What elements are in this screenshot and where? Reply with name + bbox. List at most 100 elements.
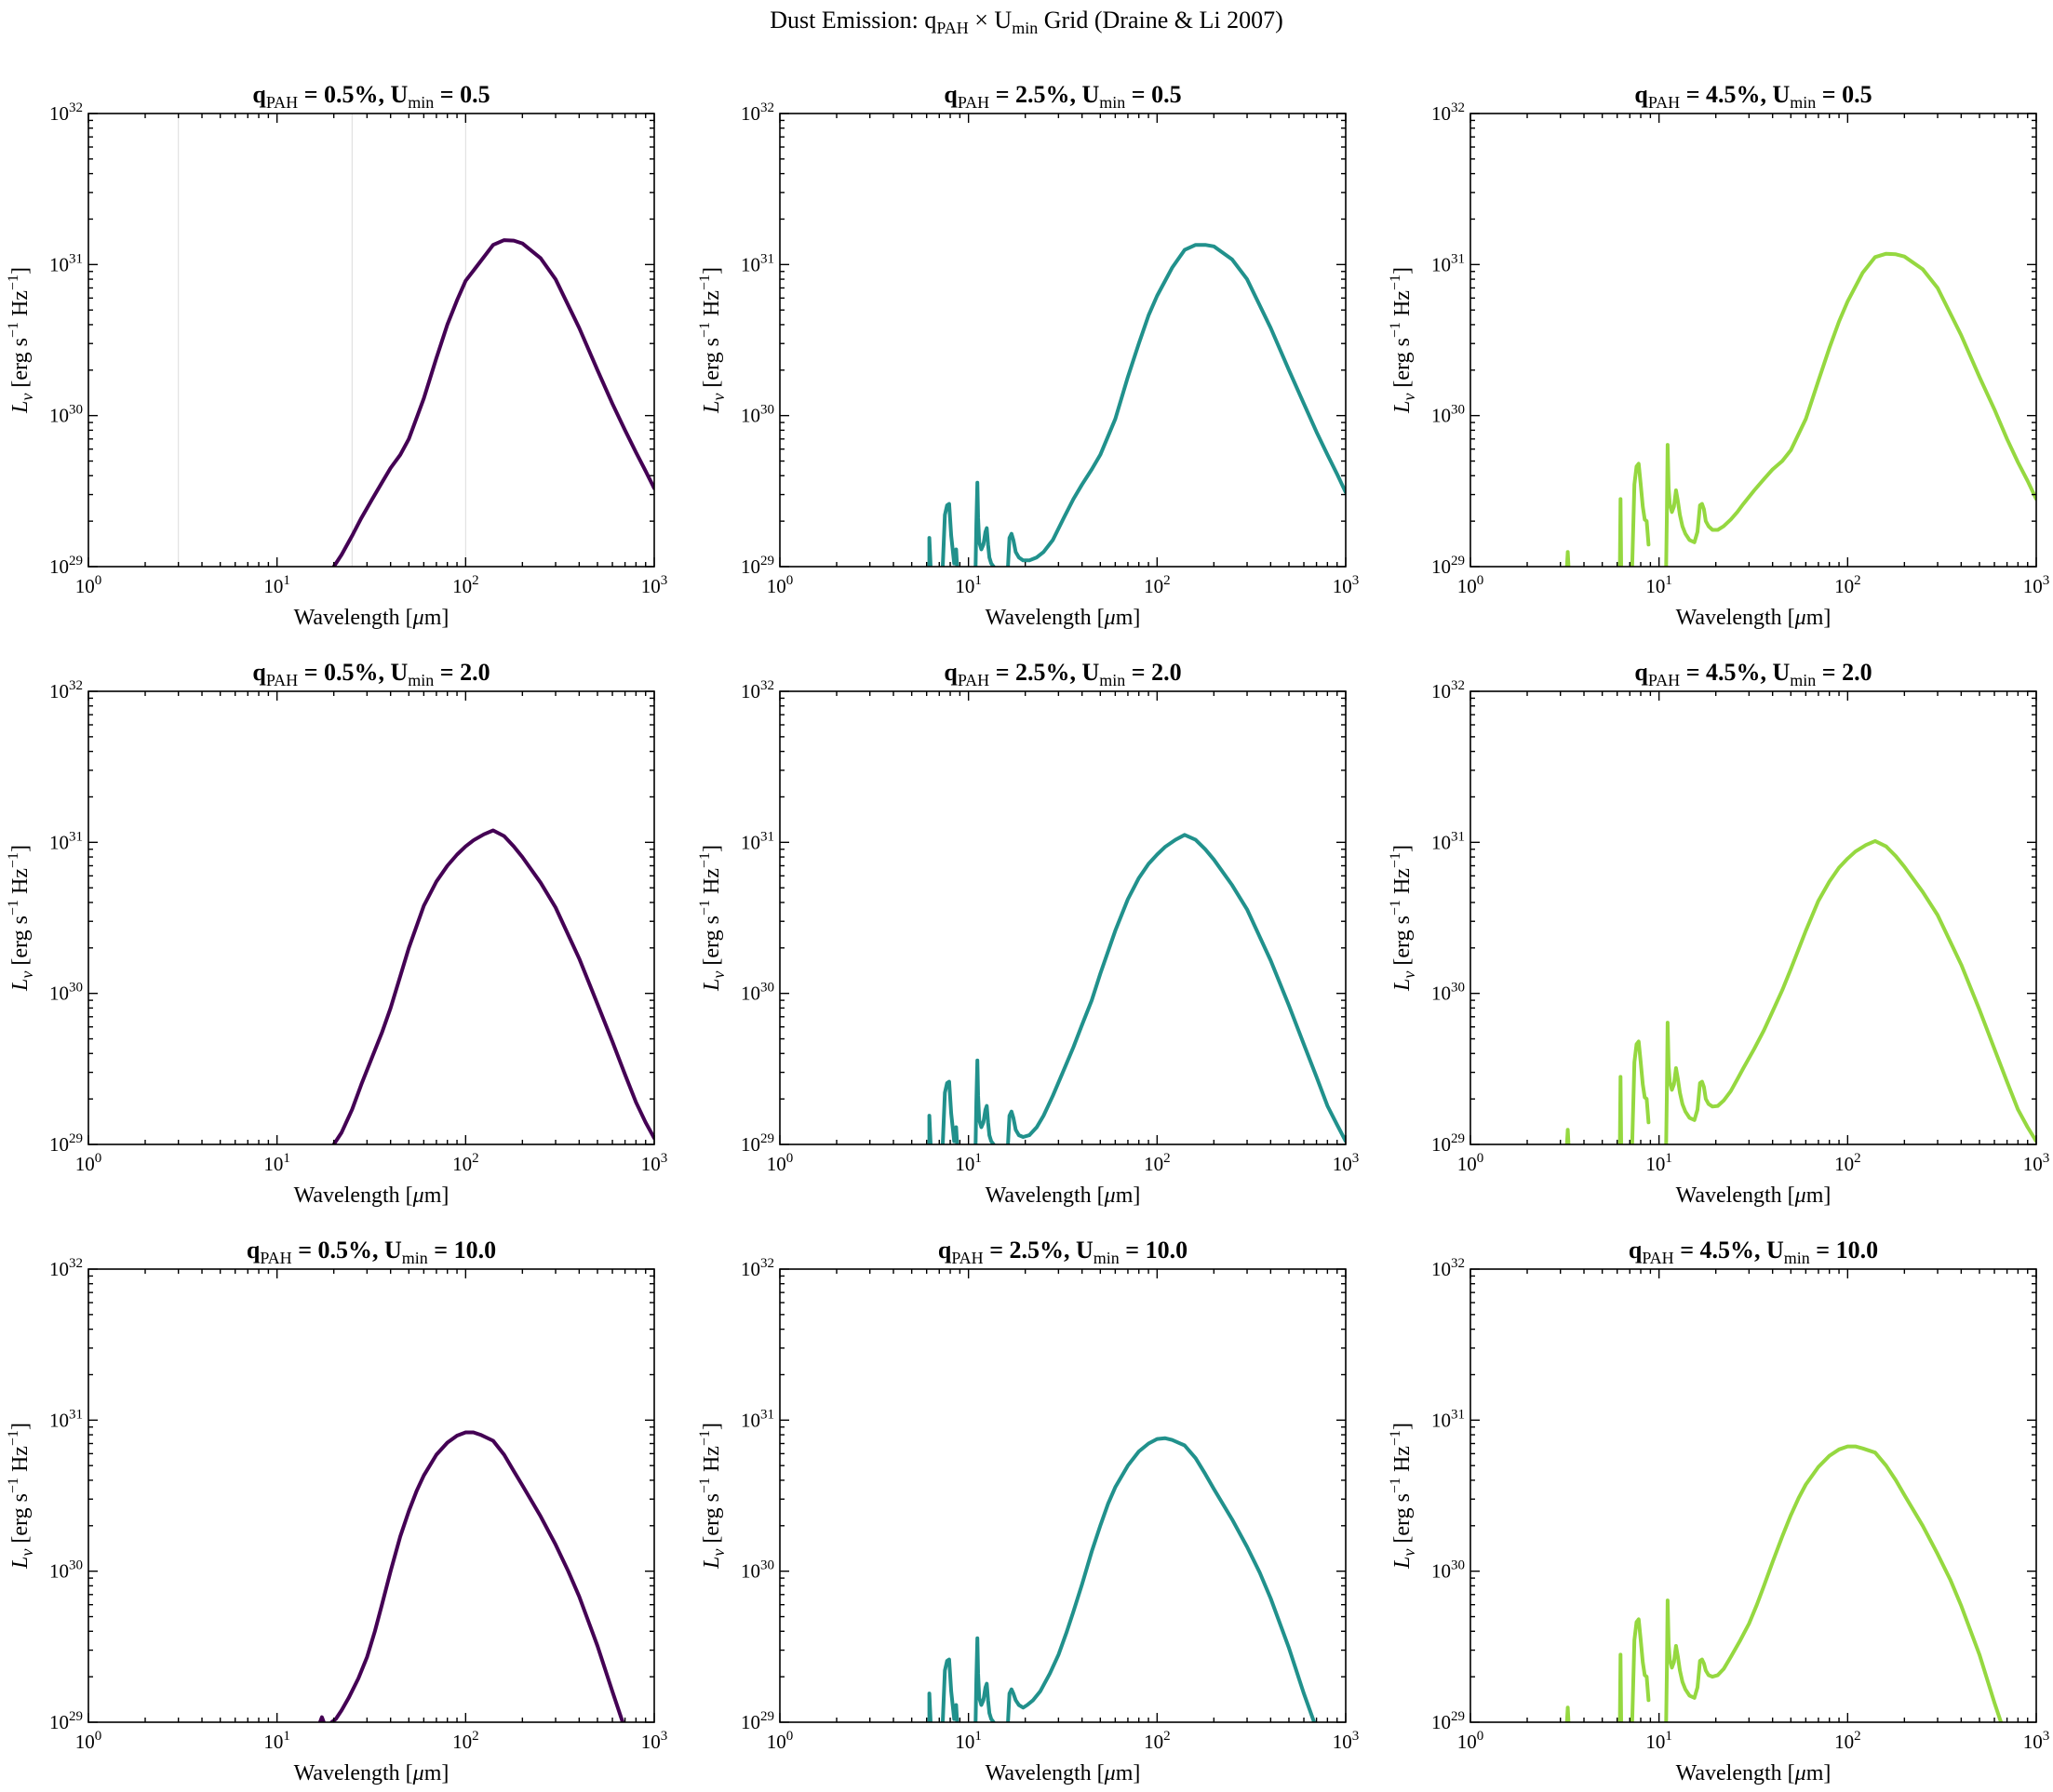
y-tick-label: 1029 (741, 1709, 774, 1733)
tick-marks (87, 690, 655, 1145)
series-group (1564, 1444, 2004, 1722)
x-tick-label: 101 (263, 573, 290, 597)
x-tick-label: 103 (641, 1151, 668, 1175)
y-tick-label: 1030 (49, 981, 83, 1005)
series-line-1 (1564, 1128, 1571, 1144)
series-line-1 (927, 1114, 933, 1144)
series-line-2 (1617, 497, 1623, 567)
y-tick-label: 1029 (49, 1709, 83, 1733)
x-axis-label: Wavelength [μm] (294, 1184, 450, 1208)
y-axis-label: Lν [erg s−1 Hz−1] (1388, 845, 1418, 992)
y-tick-label: 1029 (1431, 554, 1465, 578)
y-tick-label: 1030 (741, 981, 774, 1005)
subplot-4: 100 101 102 103 1029 1030 1031 1032 qPAH = 0.5%,… (6, 659, 667, 1208)
x-tick-label: 103 (641, 573, 668, 597)
y-tick-label: 1030 (49, 1558, 83, 1583)
axes-frame (779, 1268, 1347, 1723)
y-axis-label: Lν [erg s−1 Hz−1] (697, 267, 728, 414)
subplot-title: qPAH = 0.5%, Umin = 2.0 (252, 659, 490, 689)
x-tick-label: 102 (452, 573, 479, 597)
series-group (927, 243, 1346, 567)
x-tick-label: 101 (955, 1729, 982, 1753)
subplot-grid: 100 101 102 103 1029 1030 1031 1032 qPAH = 0.5%,… (6, 81, 2049, 1785)
y-tick-label: 1029 (741, 1131, 774, 1156)
x-tick-label: 101 (955, 573, 982, 597)
series-group (1564, 838, 2036, 1144)
x-tick-label: 102 (1144, 573, 1171, 597)
series-line-4 (1006, 243, 1346, 567)
axes-frame (87, 113, 655, 568)
x-tick-label: 101 (1645, 573, 1672, 597)
y-tick-label: 1031 (1431, 829, 1465, 853)
subplot-title: qPAH = 4.5%, Umin = 2.0 (1634, 659, 1872, 689)
y-tick-label: 1029 (1431, 1131, 1465, 1156)
y-tick-label: 1030 (1431, 981, 1465, 1005)
y-tick-label: 1029 (49, 554, 83, 578)
y-axis-label: Lν [erg s−1 Hz−1] (6, 267, 36, 414)
y-tick-label: 1032 (49, 678, 83, 702)
series-line-2 (941, 501, 959, 567)
y-tick-label: 1030 (741, 403, 774, 427)
x-axis-label: Wavelength [μm] (294, 1761, 450, 1785)
x-axis-label: Wavelength [μm] (1676, 606, 1832, 630)
x-axis-label: Wavelength [μm] (1676, 1184, 1832, 1208)
series-line-1 (1564, 1705, 1571, 1722)
series-line-2 (1617, 1075, 1623, 1144)
series-line-2 (1617, 1652, 1623, 1722)
x-tick-label: 102 (1144, 1729, 1171, 1753)
series-line-1 (331, 238, 654, 567)
series-line-3 (1630, 1039, 1651, 1144)
series-line-1 (927, 536, 933, 567)
subplot-6: 100 101 102 103 1029 1030 1031 1032 qPAH = 4.5%,… (1388, 659, 2049, 1208)
series-group (1564, 251, 2036, 567)
x-tick-label: 100 (1457, 573, 1484, 597)
x-tick-label: 100 (767, 573, 794, 597)
x-axis-label: Wavelength [μm] (986, 606, 1141, 630)
series-line-1 (317, 1715, 326, 1722)
series-line-2 (941, 1079, 959, 1144)
series-group (317, 1430, 625, 1722)
y-tick-label: 1031 (49, 829, 83, 853)
tick-marks (87, 1268, 655, 1723)
series-line-4 (1664, 838, 2036, 1144)
y-tick-label: 1030 (1431, 403, 1465, 427)
subplot-9: 100 101 102 103 1029 1030 1031 1032 qPAH = 4.5%,… (1388, 1237, 2049, 1785)
subplot-title: qPAH = 0.5%, Umin = 0.5 (252, 81, 490, 112)
series-line-3 (973, 1058, 996, 1144)
axes-frame (1469, 113, 2037, 568)
subplot-title: qPAH = 2.5%, Umin = 2.0 (944, 659, 1181, 689)
tick-marks (1469, 690, 2037, 1145)
y-axis-label: Lν [erg s−1 Hz−1] (1388, 1423, 1418, 1570)
x-tick-label: 101 (955, 1151, 982, 1175)
tick-marks (779, 1268, 1347, 1723)
subplot-title: qPAH = 0.5%, Umin = 10.0 (247, 1237, 496, 1267)
x-tick-label: 102 (452, 1729, 479, 1753)
subplot-1: 100 101 102 103 1029 1030 1031 1032 qPAH = 0.5%,… (6, 81, 667, 630)
x-tick-label: 101 (263, 1151, 290, 1175)
series-line-3 (973, 1636, 996, 1722)
x-tick-label: 103 (1333, 1151, 1360, 1175)
series-line-3 (1630, 461, 1651, 567)
subplot-2: 100 101 102 103 1029 1030 1031 1032 qPAH = 2.5%,… (697, 81, 1359, 630)
series-line-4 (1664, 251, 2036, 567)
x-tick-label: 103 (641, 1729, 668, 1753)
x-tick-label: 100 (75, 573, 102, 597)
y-tick-label: 1030 (49, 403, 83, 427)
x-axis-label: Wavelength [μm] (1676, 1761, 1832, 1785)
x-tick-label: 100 (75, 1729, 102, 1753)
tick-marks (779, 113, 1347, 568)
y-tick-label: 1032 (1431, 678, 1465, 702)
y-tick-label: 1032 (741, 678, 774, 702)
axes-frame (779, 113, 1347, 568)
y-tick-label: 1031 (1431, 1407, 1465, 1431)
y-tick-label: 1029 (49, 1131, 83, 1156)
x-tick-label: 101 (263, 1729, 290, 1753)
x-tick-label: 100 (1457, 1729, 1484, 1753)
x-tick-label: 103 (1333, 573, 1360, 597)
x-tick-label: 102 (1834, 1151, 1861, 1175)
series-line-2 (329, 1430, 625, 1722)
y-tick-label: 1031 (1431, 251, 1465, 275)
x-axis-label: Wavelength [μm] (294, 606, 450, 630)
series-line-2 (941, 1657, 959, 1722)
